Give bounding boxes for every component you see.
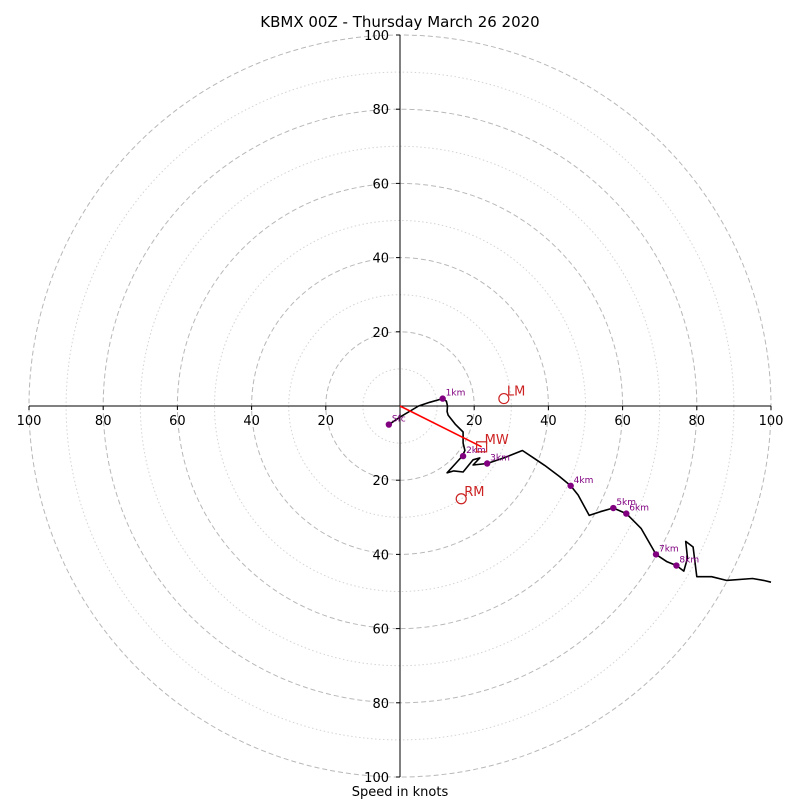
hodograph-trace-group [388, 397, 772, 583]
y-tick-label-top: 20 [372, 326, 389, 341]
shear-vector-group [399, 405, 482, 448]
x-tick-label-left: 100 [17, 414, 42, 429]
height-label-2km: 2km [466, 446, 486, 456]
height-point-5km [610, 504, 617, 512]
height-point-7km [652, 551, 660, 558]
height-point-8km [673, 562, 680, 569]
y-tick-label-top: 80 [372, 103, 389, 118]
y-tick-label-bottom: 80 [372, 697, 389, 712]
x-tick-label-right: 60 [614, 414, 631, 429]
y-tick-label-bottom: 20 [372, 474, 389, 489]
y-tick-label-bottom: 60 [372, 623, 389, 638]
height-point-1km [439, 395, 446, 402]
y-tick-label-top: 100 [364, 29, 389, 44]
height-point-4km [567, 482, 574, 489]
x-tick-label-left: 40 [243, 414, 260, 429]
height-label-Sfc: Sfc [392, 415, 406, 425]
x-tick-label-right: 80 [689, 414, 706, 429]
height-label-8km: 8km [679, 556, 699, 566]
tick-labels: 20 20 20 20 40 40 40 40 60 60 60 60 80 80 80 80 100 100 10… [17, 29, 784, 786]
height-label-3km: 3km [490, 454, 510, 464]
height-label-1km: 1km [446, 389, 466, 399]
height-point-3km [483, 460, 491, 467]
storm-motion-label-MW: MW [485, 433, 509, 448]
x-tick-label-left: 80 [95, 414, 112, 429]
x-tick-label-left: 60 [169, 414, 186, 429]
hodograph-trace [388, 397, 772, 583]
storm-motion-label-LM: LM [507, 385, 525, 400]
height-label-7km: 7km [659, 544, 679, 554]
height-point-Sfc [385, 421, 393, 428]
y-tick-label-bottom: 100 [364, 771, 389, 786]
height-label-6km: 6km [629, 504, 649, 514]
height-point-2km [459, 452, 467, 460]
storm-motion-marker-RM [455, 493, 467, 505]
bulk-shear-vector [399, 405, 482, 448]
y-tick-label-top: 40 [372, 252, 389, 267]
storm-motion-label-RM: RM [464, 485, 484, 500]
x-tick-label-left: 20 [318, 414, 335, 429]
height-label-4km: 4km [574, 476, 594, 486]
height-label-5km: 5km [616, 498, 636, 508]
height-point-6km [623, 510, 630, 517]
chart-title: KBMX 00Z - Thursday March 26 2020 [260, 13, 539, 31]
storm-motion-markers: LM MW RM [455, 385, 525, 505]
storm-motion-marker-MW [476, 441, 488, 453]
y-tick-label-bottom: 40 [372, 548, 389, 563]
x-axis-label: Speed in knots [352, 785, 449, 800]
storm-motion-marker-LM [498, 392, 510, 405]
x-tick-label-right: 40 [540, 414, 557, 429]
y-tick-label-top: 60 [372, 177, 389, 192]
x-tick-label-right: 20 [466, 414, 483, 429]
x-tick-label-right: 100 [759, 414, 784, 429]
